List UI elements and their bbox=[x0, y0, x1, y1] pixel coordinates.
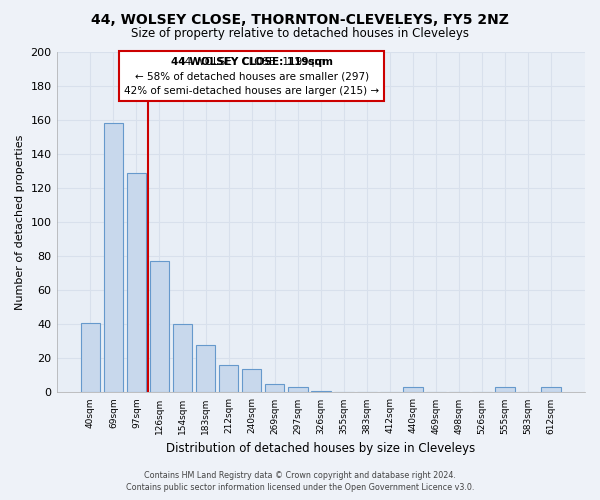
Bar bbox=[541, 388, 561, 392]
Bar bbox=[104, 123, 123, 392]
Bar bbox=[242, 368, 262, 392]
Bar bbox=[311, 390, 331, 392]
Bar bbox=[127, 172, 146, 392]
Bar bbox=[80, 322, 100, 392]
Bar bbox=[149, 261, 169, 392]
X-axis label: Distribution of detached houses by size in Cleveleys: Distribution of detached houses by size … bbox=[166, 442, 475, 455]
Bar bbox=[496, 388, 515, 392]
Text: Size of property relative to detached houses in Cleveleys: Size of property relative to detached ho… bbox=[131, 28, 469, 40]
Bar bbox=[196, 344, 215, 393]
Bar bbox=[173, 324, 193, 392]
Bar bbox=[288, 388, 308, 392]
Y-axis label: Number of detached properties: Number of detached properties bbox=[15, 134, 25, 310]
Bar bbox=[219, 365, 238, 392]
Bar bbox=[265, 384, 284, 392]
Bar bbox=[403, 388, 423, 392]
Text: 44, WOLSEY CLOSE, THORNTON-CLEVELEYS, FY5 2NZ: 44, WOLSEY CLOSE, THORNTON-CLEVELEYS, FY… bbox=[91, 12, 509, 26]
Text: 44 WOLSEY CLOSE: 119sqm: 44 WOLSEY CLOSE: 119sqm bbox=[170, 56, 332, 66]
Text: Contains HM Land Registry data © Crown copyright and database right 2024.
Contai: Contains HM Land Registry data © Crown c… bbox=[126, 471, 474, 492]
Text: 44 WOLSEY CLOSE: 119sqm
← 58% of detached houses are smaller (297)
42% of semi-d: 44 WOLSEY CLOSE: 119sqm ← 58% of detache… bbox=[124, 56, 379, 96]
